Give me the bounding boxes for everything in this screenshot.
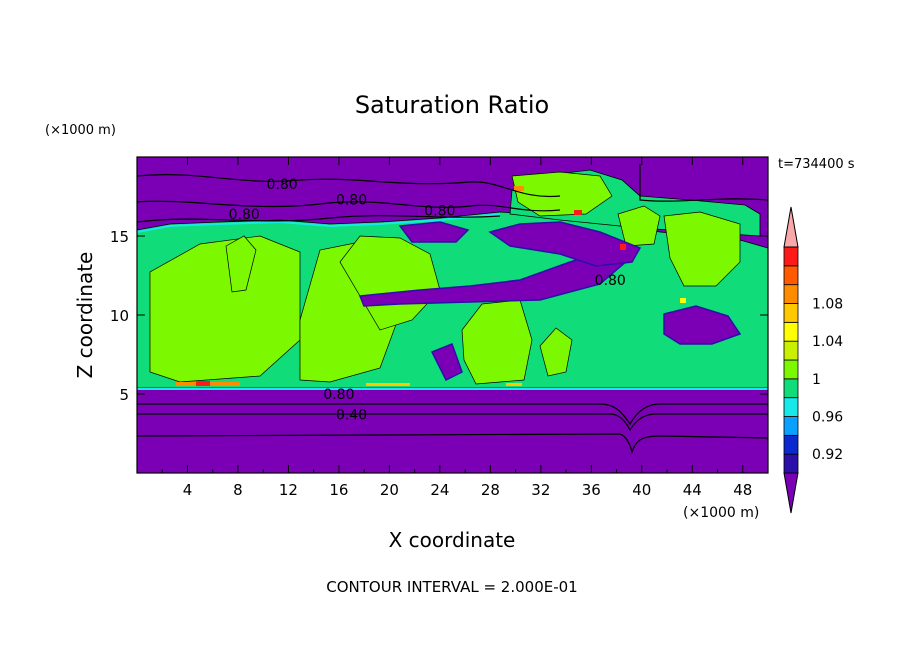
colorbar-segment (783, 378, 799, 399)
x-tick-label: 12 (279, 481, 298, 499)
surface-streaks (176, 381, 522, 386)
time-label: t=734400 s (778, 157, 855, 172)
contour-label: 0.80 (229, 207, 260, 223)
colorbar-lower-extend (783, 472, 799, 514)
x-tick-label: 8 (233, 481, 243, 499)
colorbar-tick-label: 1 (812, 372, 821, 388)
contour-label: 0.80 (336, 193, 367, 209)
colorbar-segment (783, 265, 799, 286)
x-tick-label: 36 (582, 481, 601, 499)
contour-label: 0.40 (336, 408, 367, 424)
colorbar-segment (783, 321, 799, 342)
colorbar-segment (783, 359, 799, 380)
x-tick-label: 48 (733, 481, 752, 499)
colorbar-tick-label: 0.96 (812, 410, 843, 426)
contour-label: 0.80 (267, 177, 298, 193)
chart-title: Saturation Ratio (355, 91, 549, 119)
contour-interval-note: CONTOUR INTERVAL = 2.000E-01 (326, 578, 577, 596)
x-axis-label: X coordinate (389, 528, 516, 552)
plot-area (137, 157, 768, 473)
x-tick-label: 44 (683, 481, 702, 499)
colorbar-segment (783, 453, 799, 474)
colorbar-segment (783, 284, 799, 304)
x-tick-label: 28 (481, 481, 500, 499)
colorbar-segment (783, 303, 799, 323)
colorbar-segment (783, 397, 799, 417)
y-tick-label: 15 (110, 228, 129, 246)
contour-lines (137, 164, 768, 455)
colorbar-segment (783, 416, 799, 436)
y-axis-label: Z coordinate (73, 252, 97, 379)
colorbar-tick-label: 1.04 (812, 334, 843, 350)
colorbar-tick-label: 0.92 (812, 447, 843, 463)
x-tick-label: 40 (632, 481, 651, 499)
cyan-edges (137, 213, 768, 390)
y-axis: 5 10 15 (110, 228, 768, 404)
x-axis: 4 8 12 16 20 24 28 32 36 40 44 48 (161, 157, 752, 499)
x-tick-label: 4 (183, 481, 193, 499)
dry-filaments (358, 221, 742, 382)
colorbar-segment (783, 340, 799, 361)
colorbar: 0.92 0.96 1 1.04 1.08 (783, 206, 843, 514)
colorbar-upper-extend (783, 206, 799, 248)
contour-label: 0.80 (323, 387, 354, 403)
x-tick-label: 16 (329, 481, 348, 499)
x-tick-label: 20 (380, 481, 399, 499)
x-tick-label: 24 (430, 481, 449, 499)
contour-label: 0.80 (595, 273, 626, 289)
y-tick-label: 10 (110, 307, 129, 325)
contour-label: 0.80 (424, 204, 455, 220)
colorbar-segment (783, 246, 799, 267)
y-unit-label: (×1000 m) (45, 123, 116, 138)
x-tick-label: 32 (531, 481, 550, 499)
upper-highlights (514, 186, 686, 303)
colorbar-segment (783, 434, 799, 455)
colorbar-tick-label: 1.08 (812, 297, 843, 313)
contour-labels: 0.80 0.80 0.80 0.80 0.80 0.80 0.40 (229, 177, 626, 424)
y-tick-label: 5 (119, 386, 129, 404)
supersaturation-regions (149, 171, 741, 385)
x-unit-label: (×1000 m) (683, 505, 759, 521)
